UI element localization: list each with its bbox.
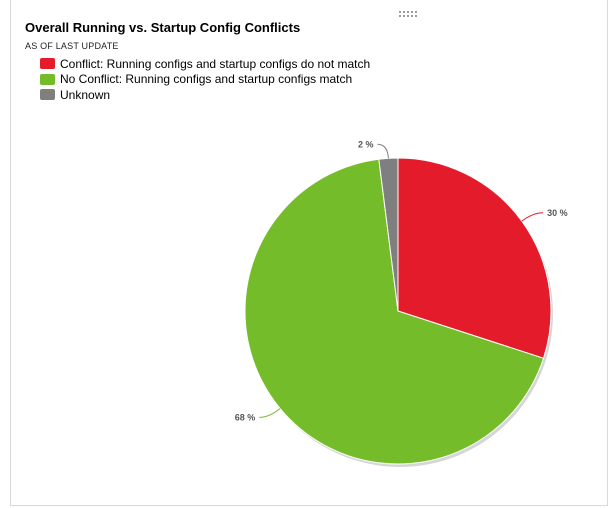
- legend-item[interactable]: Unknown: [40, 87, 370, 103]
- pie-data-label: 68 %: [235, 412, 256, 422]
- legend-label: No Conflict: Running configs and startup…: [60, 72, 353, 87]
- legend-swatch: [40, 58, 55, 70]
- pie-data-label: 30 %: [547, 208, 568, 218]
- chart-legend[interactable]: Conflict: Running configs and startup co…: [40, 56, 370, 103]
- chart-panel: Overall Running vs. Startup Config Confl…: [10, 0, 608, 506]
- chart-title: Overall Running vs. Startup Config Confl…: [25, 20, 301, 35]
- pie-slice[interactable]: [378, 157, 399, 312]
- legend-label: Conflict: Running configs and startup co…: [60, 56, 371, 71]
- legend-item[interactable]: No Conflict: Running configs and startup…: [40, 72, 370, 88]
- legend-swatch: [40, 73, 55, 85]
- drag-handle-icon[interactable]: [399, 11, 419, 17]
- pie-label-connector: [259, 408, 281, 418]
- legend-swatch: [40, 89, 55, 101]
- legend-label: Unknown: [60, 87, 111, 102]
- pie-data-label: 2 %: [358, 139, 374, 149]
- pie-label-connector: [377, 143, 389, 159]
- chart-subtitle: AS OF LAST UPDATE: [25, 41, 119, 51]
- pie-label-connector: [521, 212, 544, 222]
- legend-item[interactable]: Conflict: Running configs and startup co…: [40, 56, 370, 72]
